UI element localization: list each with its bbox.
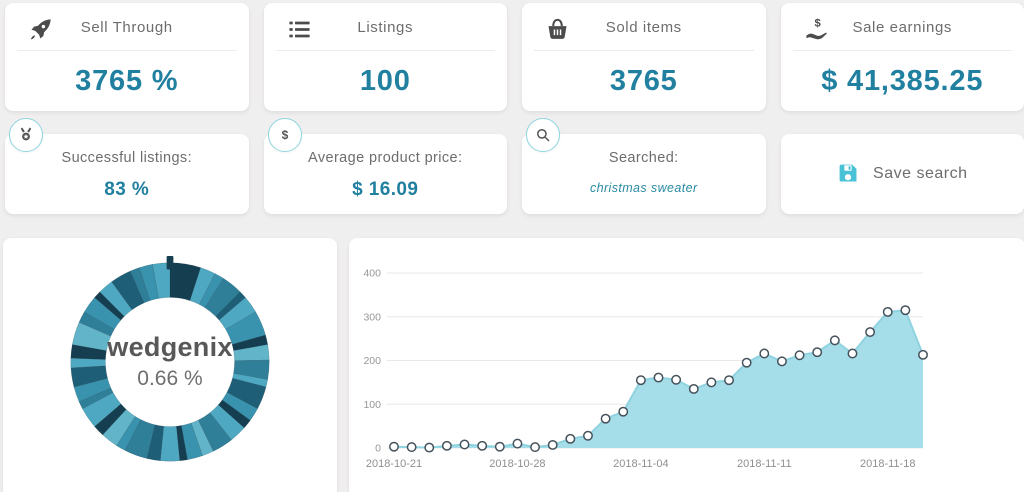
searched-term: christmas sweater (589, 181, 698, 195)
svg-text:0: 0 (375, 443, 381, 455)
substat-title: Searched: (608, 150, 679, 166)
dollar-icon: $ (267, 118, 302, 152)
svg-text:2018-10-21: 2018-10-21 (366, 458, 422, 470)
substat-value: 83 % (104, 179, 150, 200)
stat-value: 3765 % (75, 65, 179, 97)
stat-card-sale-earnings: $ Sale earnings $ 41,385.25 (780, 3, 1024, 111)
stat-card-sell-through: Sell Through 3765 % (5, 3, 249, 111)
stat-card-sold-items: Sold items 3765 (522, 3, 766, 111)
svg-text:100: 100 (363, 399, 381, 411)
medal-icon (9, 118, 43, 152)
divider (534, 50, 754, 51)
substat-title: Successful listings: (61, 150, 192, 166)
charts-row: wedgenix 0.66 % 400 300 200 100 0 2018-10-21 2… (3, 238, 1024, 492)
list-icon (286, 16, 313, 43)
svg-text:400: 400 (363, 268, 381, 280)
save-search-label: Save search (873, 165, 968, 182)
substat-title: Average product price: (308, 150, 463, 166)
divider (792, 50, 1012, 51)
divider (275, 50, 495, 51)
rocket-icon (27, 16, 54, 43)
svg-text:2018-11-04: 2018-11-04 (613, 458, 668, 470)
stat-value: 100 (359, 65, 411, 97)
area-chart-card: 400 300 200 100 0 2018-10-21 2018-10-28 2018-11… (349, 238, 1024, 492)
stat-title: Sale earnings (852, 19, 953, 36)
card-searched: Searched: christmas sweater (522, 118, 766, 214)
svg-text:200: 200 (363, 355, 381, 367)
svg-text:2018-10-28: 2018-10-28 (489, 458, 545, 470)
stats-row: Sell Through 3765 % Listings 100 Sold it… (5, 3, 1024, 111)
substat-value: $ 16.09 (352, 179, 419, 200)
donut-chart[interactable]: wedgenix 0.66 % (64, 256, 276, 468)
stat-title: Listings (357, 19, 414, 36)
stat-value: $ 41,385.25 (821, 65, 984, 97)
stat-value: 3765 (609, 65, 678, 97)
substats-row: Successful listings: 83 % $ Average prod… (5, 118, 1024, 214)
divider (17, 50, 237, 51)
stat-title: Sold items (605, 19, 682, 36)
stat-title: Sell Through (80, 19, 173, 36)
svg-text:$: $ (814, 18, 821, 30)
save-search-button[interactable]: Save search (780, 134, 1024, 214)
card-average-price: $ Average product price: $ 16.09 (263, 118, 507, 214)
hand-dollar-icon: $ (803, 16, 830, 43)
svg-text:2018-11-11: 2018-11-11 (737, 458, 792, 470)
svg-text:$: $ (281, 128, 288, 142)
svg-text:2018-11-18: 2018-11-18 (860, 458, 915, 470)
basket-icon (544, 16, 571, 43)
donut-card: wedgenix 0.66 % (3, 238, 337, 492)
svg-text:300: 300 (363, 311, 381, 323)
search-icon (526, 118, 560, 152)
area-chart[interactable]: 400 300 200 100 0 2018-10-21 2018-10-28 2018-11… (349, 238, 1024, 492)
card-successful-listings: Successful listings: 83 % (5, 118, 249, 214)
stat-card-listings: Listings 100 (263, 3, 507, 111)
save-icon (837, 163, 859, 185)
